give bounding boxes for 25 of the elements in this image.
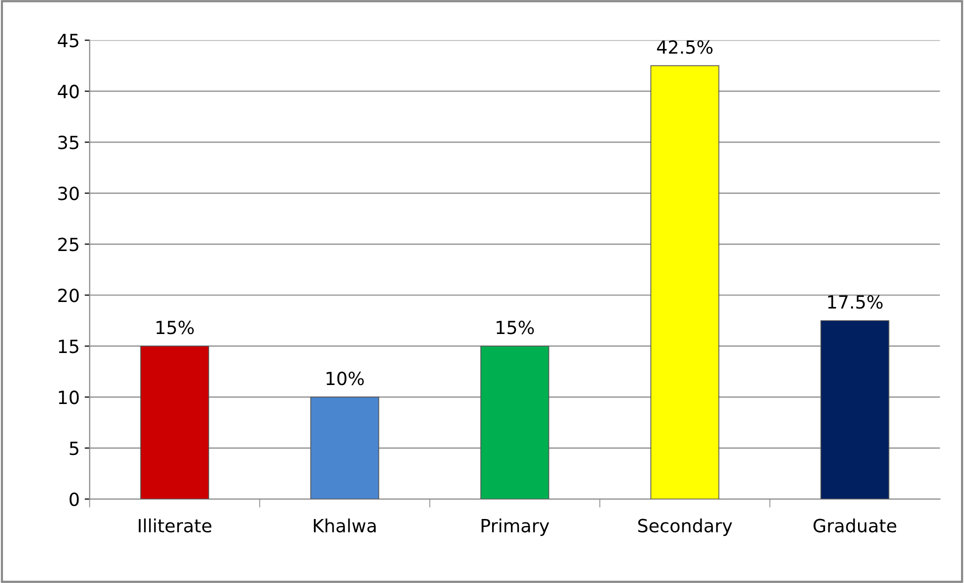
data-label: 17.5% <box>828 295 883 309</box>
y-tick-label: 0 <box>70 492 79 506</box>
bar <box>310 396 380 500</box>
x-tick-label: Graduate <box>814 518 896 532</box>
x-tick-label: Illiterate <box>138 518 212 532</box>
data-label: 42.5% <box>657 40 713 54</box>
bar <box>480 346 550 500</box>
y-tick-label: 45 <box>58 34 78 48</box>
bar <box>820 320 890 500</box>
y-tick-label: 15 <box>58 340 78 354</box>
bar <box>650 65 720 500</box>
y-tick-label: 40 <box>58 84 79 98</box>
bar <box>140 346 210 500</box>
data-label: 15% <box>496 320 534 334</box>
x-tick-label: Primary <box>482 518 550 536</box>
y-tick-label: 20 <box>58 288 79 302</box>
x-tick-label: Khalwa <box>314 518 376 532</box>
y-tick-label: 5 <box>70 442 78 456</box>
data-label: 15% <box>156 320 194 334</box>
y-tick-label: 25 <box>58 238 78 252</box>
x-tick-label: Secondary <box>638 518 732 536</box>
y-tick-label: 10 <box>58 390 79 404</box>
y-tick-label: 30 <box>58 186 79 200</box>
y-tick-label: 35 <box>58 136 78 150</box>
data-label: 10% <box>326 372 364 386</box>
